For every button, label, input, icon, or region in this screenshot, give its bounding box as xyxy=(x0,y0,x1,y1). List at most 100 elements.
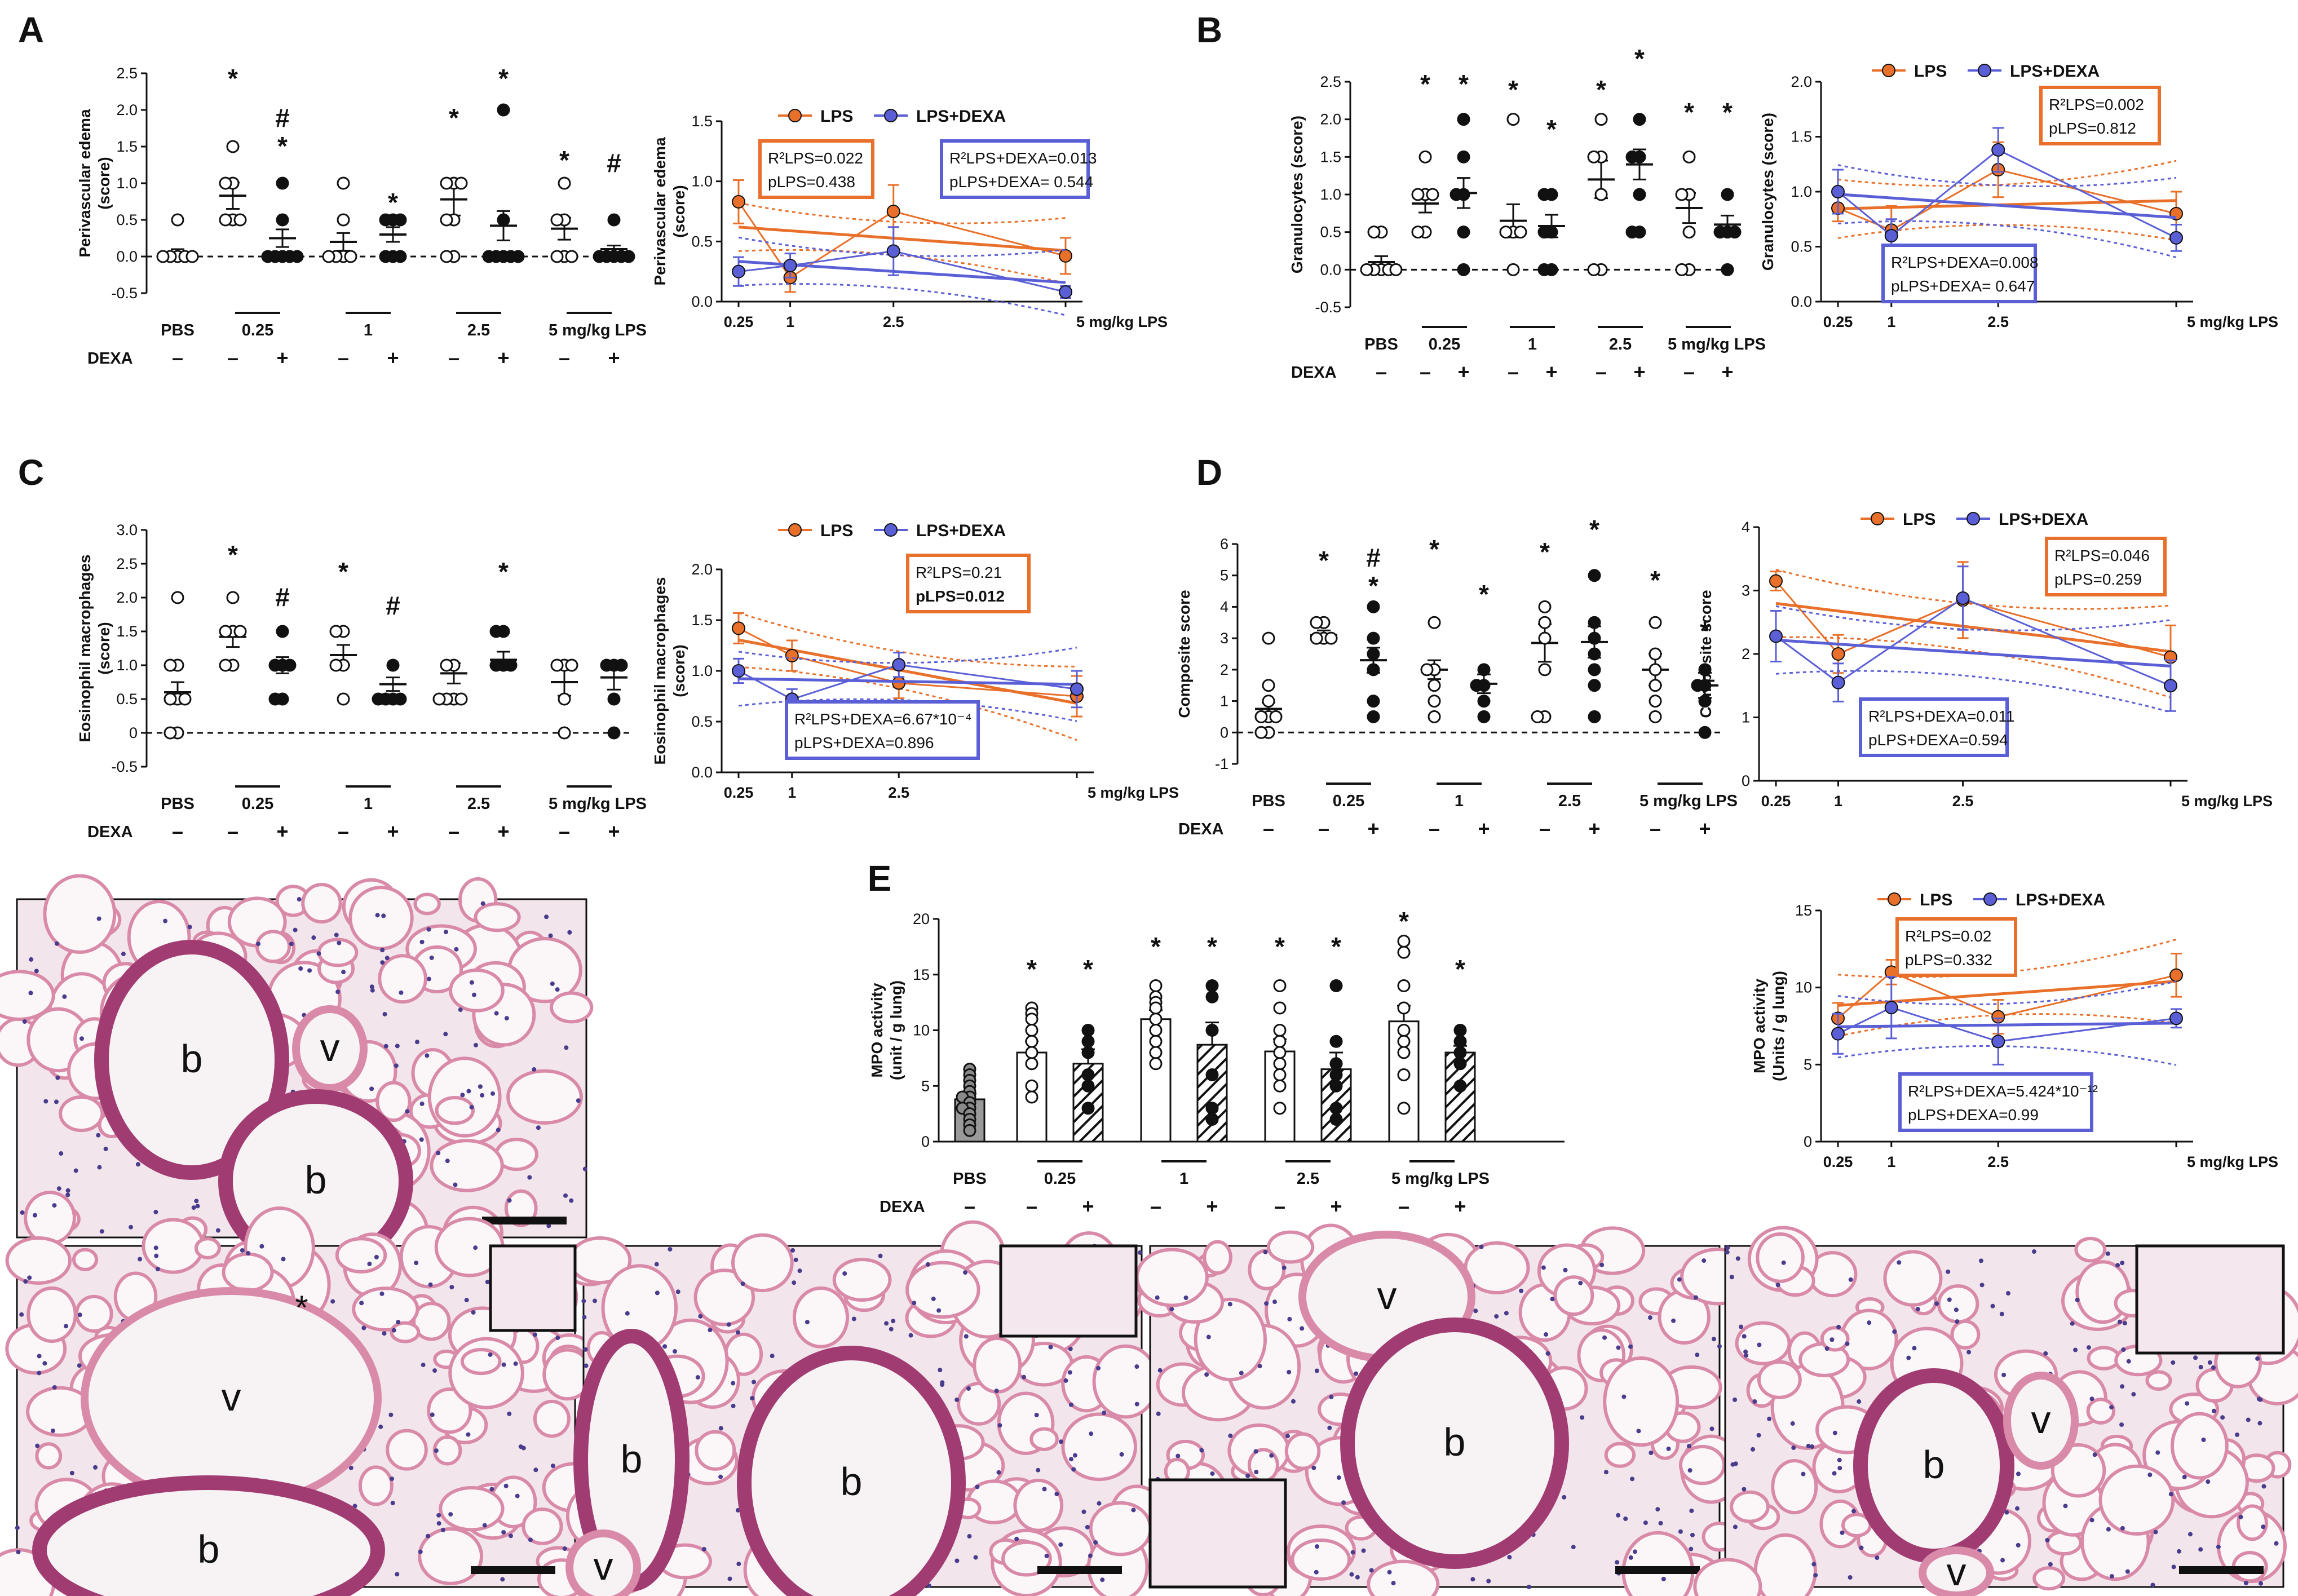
nucleus xyxy=(698,1314,703,1319)
nucleus xyxy=(293,927,298,932)
data-point xyxy=(511,250,525,263)
nucleus xyxy=(1912,1346,1917,1351)
series-point xyxy=(892,676,906,690)
nucleus xyxy=(369,1086,374,1091)
y-tick-label: 1.0 xyxy=(691,662,713,679)
nucleus xyxy=(2122,1321,2127,1326)
data-point xyxy=(1254,726,1268,739)
data-point xyxy=(1514,226,1527,239)
x-tick-label: 2.5 xyxy=(1987,313,2009,330)
data-point xyxy=(1025,1013,1038,1026)
x-group-label: 0.25 xyxy=(1333,792,1364,810)
nucleus xyxy=(507,1411,512,1416)
nucleus xyxy=(1068,1346,1073,1351)
data-point xyxy=(283,658,297,672)
nucleus xyxy=(515,1493,520,1498)
nucleus xyxy=(396,1320,401,1325)
alveolus xyxy=(1820,1326,1850,1352)
data-point xyxy=(1205,1113,1219,1126)
y-tick-label: 2.0 xyxy=(691,561,713,578)
nucleus xyxy=(256,941,261,947)
nucleus xyxy=(473,1245,478,1250)
nucleus xyxy=(1603,1470,1608,1475)
x-tick-label: 1 xyxy=(1887,1153,1895,1170)
alveolus xyxy=(474,902,521,932)
data-point xyxy=(1531,710,1544,723)
data-point xyxy=(1538,631,1552,645)
nucleus xyxy=(1228,1433,1233,1438)
nucleus xyxy=(1519,1288,1524,1293)
nucleus xyxy=(380,948,385,953)
nucleus xyxy=(73,1168,78,1173)
dexa-sign: + xyxy=(608,820,620,843)
nucleus xyxy=(1733,1524,1738,1529)
alveolus xyxy=(549,991,594,1024)
data-point xyxy=(329,625,343,638)
y-tick-label: 3 xyxy=(1220,630,1228,647)
data-point xyxy=(482,250,496,263)
series-point xyxy=(886,205,900,218)
vessel xyxy=(565,1529,641,1596)
significance-star: * xyxy=(1589,515,1599,544)
nucleus xyxy=(994,1389,999,1394)
nucleus xyxy=(153,1245,158,1250)
nucleus xyxy=(1085,1524,1090,1529)
y-tick-label: 0 xyxy=(129,724,138,741)
nucleus xyxy=(1616,1513,1621,1518)
y-tick-label: 5 xyxy=(1804,1056,1812,1073)
confidence-band xyxy=(1775,605,2171,631)
nucleus xyxy=(395,1572,400,1577)
dexa-sign: – xyxy=(1650,817,1661,840)
data-point xyxy=(1721,263,1734,276)
alveolus xyxy=(142,1218,205,1274)
significance-star: * xyxy=(388,188,398,217)
nucleus xyxy=(593,1298,598,1303)
panel-letter-A: A xyxy=(18,10,44,50)
x-group-label: 0.25 xyxy=(242,321,273,339)
data-point xyxy=(1698,726,1712,739)
nucleus xyxy=(443,930,448,935)
nucleus xyxy=(954,1558,960,1563)
data-point xyxy=(171,591,184,604)
data-point xyxy=(1310,616,1323,629)
alveolus xyxy=(1089,1501,1152,1557)
stats-box-dexa xyxy=(785,700,980,760)
nucleus xyxy=(316,951,321,956)
data-point xyxy=(1025,1079,1038,1093)
nucleus xyxy=(1775,1283,1780,1288)
nucleus xyxy=(1134,1402,1139,1407)
data-point xyxy=(379,213,392,227)
structure-label: b xyxy=(621,1437,643,1481)
nucleus xyxy=(727,1576,732,1581)
bronchiole xyxy=(1340,1318,1569,1569)
x-tick-label: 0.25 xyxy=(724,784,754,801)
y-tick-label: 2.5 xyxy=(116,555,138,572)
nucleus xyxy=(478,1084,483,1089)
dexa-sign: + xyxy=(276,820,288,843)
dexa-sign: – xyxy=(448,346,459,369)
data-point xyxy=(1273,1001,1287,1015)
y-tick-label: 0.5 xyxy=(1320,224,1341,241)
nucleus xyxy=(708,1328,713,1333)
data-point xyxy=(504,658,518,672)
nucleus xyxy=(797,1268,802,1274)
inset-frame xyxy=(2135,1244,2285,1355)
nucleus xyxy=(2193,1355,2198,1360)
y-axis-label: MPO activity xyxy=(868,983,886,1077)
nucleus xyxy=(1156,1411,1161,1416)
nucleus xyxy=(1134,1364,1139,1369)
panel-letter-C: C xyxy=(18,452,44,493)
dexa-sign: – xyxy=(1026,1195,1037,1218)
nucleus xyxy=(33,1213,38,1218)
nucleus xyxy=(1955,1319,1960,1324)
series-point xyxy=(1769,629,1783,643)
nucleus xyxy=(378,1424,383,1429)
y-tick-label: 2 xyxy=(1220,661,1228,678)
data-point xyxy=(1273,1024,1287,1037)
nucleus xyxy=(2201,1438,2206,1443)
nucleus xyxy=(1671,1318,1676,1323)
confidence-band xyxy=(1837,1045,2177,1066)
data-point xyxy=(1025,1034,1038,1048)
x-tick-label: 1 xyxy=(1887,313,1895,330)
nucleus xyxy=(1022,1374,1027,1380)
